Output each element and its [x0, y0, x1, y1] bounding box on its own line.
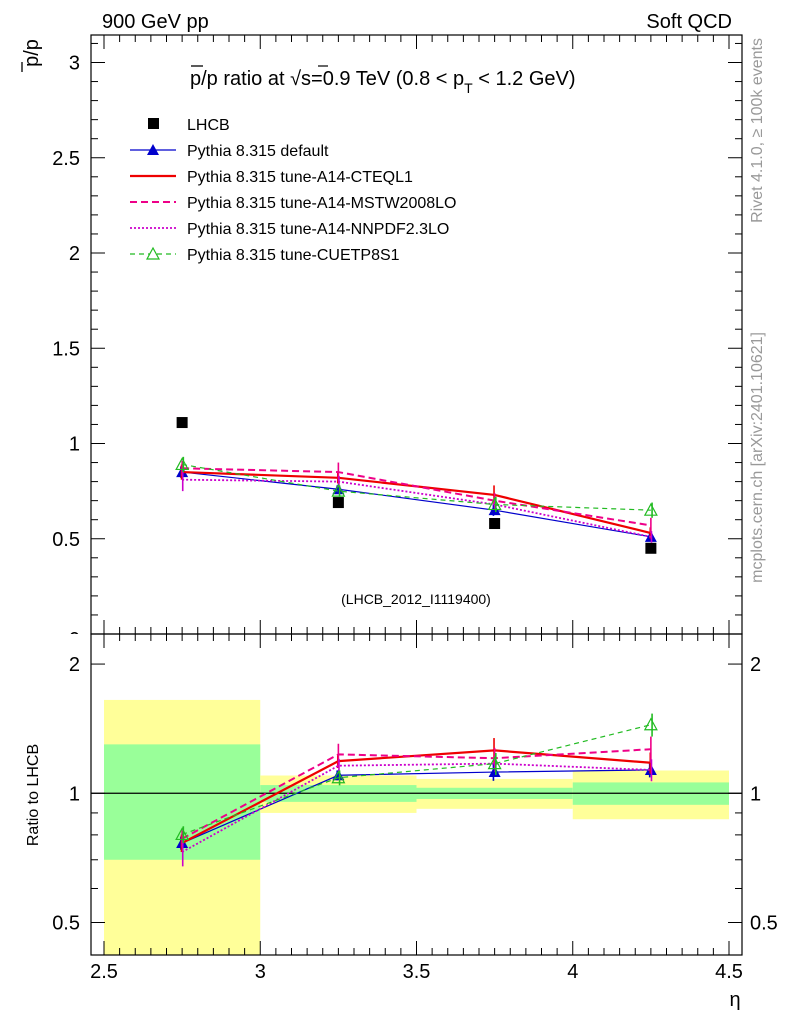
series-line — [182, 467, 652, 527]
data-points — [176, 417, 657, 554]
side-rivet: Rivet 4.1.0, ≥ 100k events — [749, 38, 766, 223]
plot-title-part: T — [464, 80, 473, 96]
y-tick-label: 1.5 — [52, 338, 80, 360]
series-line — [182, 463, 651, 511]
y-tick-label: 0.5 — [52, 529, 80, 551]
y-tick-label: 3 — [69, 53, 80, 75]
legend-marker — [145, 246, 161, 260]
data-point — [645, 542, 657, 554]
analysis-id: (LHCB_2012_I1119400) — [341, 591, 491, 607]
ratio-y-tick-label-right: 0.5 — [750, 912, 778, 934]
series-point — [643, 502, 658, 516]
series-line — [182, 471, 651, 538]
series-point — [487, 756, 502, 770]
ratio-bands — [104, 699, 729, 955]
series-point — [487, 497, 502, 511]
y-tick-label: 1 — [69, 434, 80, 456]
side-mcplots: mcplots.cern.ch [arXiv:2401.10621] — [749, 332, 766, 583]
ratio-y-tick-label-right: 1 — [750, 783, 761, 805]
legend-marker — [147, 144, 159, 155]
series-point — [331, 483, 346, 497]
legend-label: Pythia 8.315 tune-CUETP8S1 — [187, 247, 400, 264]
main-series-group — [175, 456, 658, 543]
plot-title-part: √ — [290, 68, 301, 90]
ratio-series-group — [175, 713, 658, 867]
legend-label: Pythia 8.315 default — [187, 143, 329, 160]
series-point — [175, 827, 190, 841]
header-right: Soft QCD — [646, 11, 732, 33]
y-axis-label: p/p — [21, 39, 43, 67]
series-line — [182, 470, 652, 535]
plot-title: p/p ratio at √s=0.9 TeV (0.8 < pT < 1.2 … — [190, 68, 576, 96]
series-point — [331, 770, 346, 784]
legend-data-marker — [148, 118, 159, 129]
x-tick-label: 3.5 — [403, 961, 431, 983]
header-left: 900 GeV pp — [102, 11, 209, 33]
y-tick-label: 2.5 — [52, 148, 80, 170]
y-tick-label-zero: 0 — [69, 629, 80, 651]
x-axis-label: η — [729, 989, 740, 1011]
plot-title-part: s=0.9 TeV (0.8 < p — [301, 68, 464, 90]
series-line — [181, 724, 652, 836]
legend-data-label: LHCB — [187, 117, 230, 134]
series-line — [181, 762, 651, 853]
x-tick-label: 2.5 — [90, 961, 118, 983]
ratio-y-tick-label: 2 — [69, 654, 80, 676]
plot-title-part: p/p ratio at — [190, 68, 290, 90]
plot-title-part: < 1.2 GeV) — [473, 68, 576, 90]
ratio-y-tick-label-right: 2 — [750, 654, 761, 676]
x-tick-label: 3 — [255, 961, 266, 983]
series-point — [175, 457, 190, 471]
ratio-y-tick-label: 0.5 — [52, 912, 80, 934]
legend-label: Pythia 8.315 tune-A14-NNPDF2.3LO — [187, 221, 449, 238]
data-point — [332, 497, 344, 509]
data-point — [176, 417, 188, 429]
x-tick-label: 4.5 — [715, 961, 743, 983]
series-line — [182, 478, 652, 538]
ratio-y-tick-label: 1 — [69, 783, 80, 805]
legend-label: Pythia 8.315 tune-A14-MSTW2008LO — [187, 195, 456, 212]
legend-label: Pythia 8.315 tune-A14-CTEQL1 — [187, 169, 413, 186]
ratio-y-axis-label: Ratio to LHCB — [25, 744, 42, 846]
data-point — [489, 518, 501, 530]
series-line — [181, 748, 651, 840]
series-point — [643, 717, 658, 731]
y-tick-label: 2 — [69, 243, 80, 265]
x-tick-label: 4 — [567, 961, 578, 983]
